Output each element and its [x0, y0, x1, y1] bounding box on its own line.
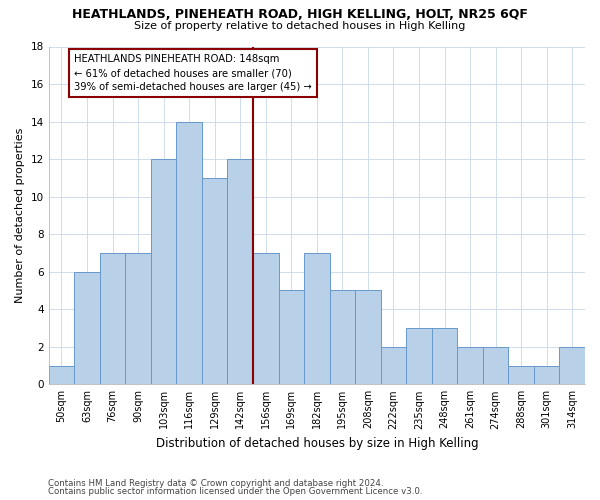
Bar — [457, 347, 483, 385]
Y-axis label: Number of detached properties: Number of detached properties — [15, 128, 25, 303]
Text: HEATHLANDS, PINEHEATH ROAD, HIGH KELLING, HOLT, NR25 6QF: HEATHLANDS, PINEHEATH ROAD, HIGH KELLING… — [72, 8, 528, 20]
Bar — [534, 366, 559, 384]
Text: HEATHLANDS PINEHEATH ROAD: 148sqm
← 61% of detached houses are smaller (70)
39% : HEATHLANDS PINEHEATH ROAD: 148sqm ← 61% … — [74, 54, 312, 92]
Bar — [329, 290, 355, 384]
Bar — [202, 178, 227, 384]
Bar — [74, 272, 100, 384]
Bar — [559, 347, 585, 385]
Text: Contains HM Land Registry data © Crown copyright and database right 2024.: Contains HM Land Registry data © Crown c… — [48, 478, 383, 488]
Bar — [125, 253, 151, 384]
Bar — [432, 328, 457, 384]
Bar — [49, 366, 74, 384]
X-axis label: Distribution of detached houses by size in High Kelling: Distribution of detached houses by size … — [155, 437, 478, 450]
Bar — [151, 159, 176, 384]
Bar — [227, 159, 253, 384]
Bar — [176, 122, 202, 384]
Bar — [253, 253, 278, 384]
Bar — [406, 328, 432, 384]
Bar — [278, 290, 304, 384]
Bar — [508, 366, 534, 384]
Text: Size of property relative to detached houses in High Kelling: Size of property relative to detached ho… — [134, 21, 466, 31]
Bar — [483, 347, 508, 385]
Bar — [355, 290, 380, 384]
Bar — [304, 253, 329, 384]
Bar — [380, 347, 406, 385]
Bar — [100, 253, 125, 384]
Text: Contains public sector information licensed under the Open Government Licence v3: Contains public sector information licen… — [48, 487, 422, 496]
